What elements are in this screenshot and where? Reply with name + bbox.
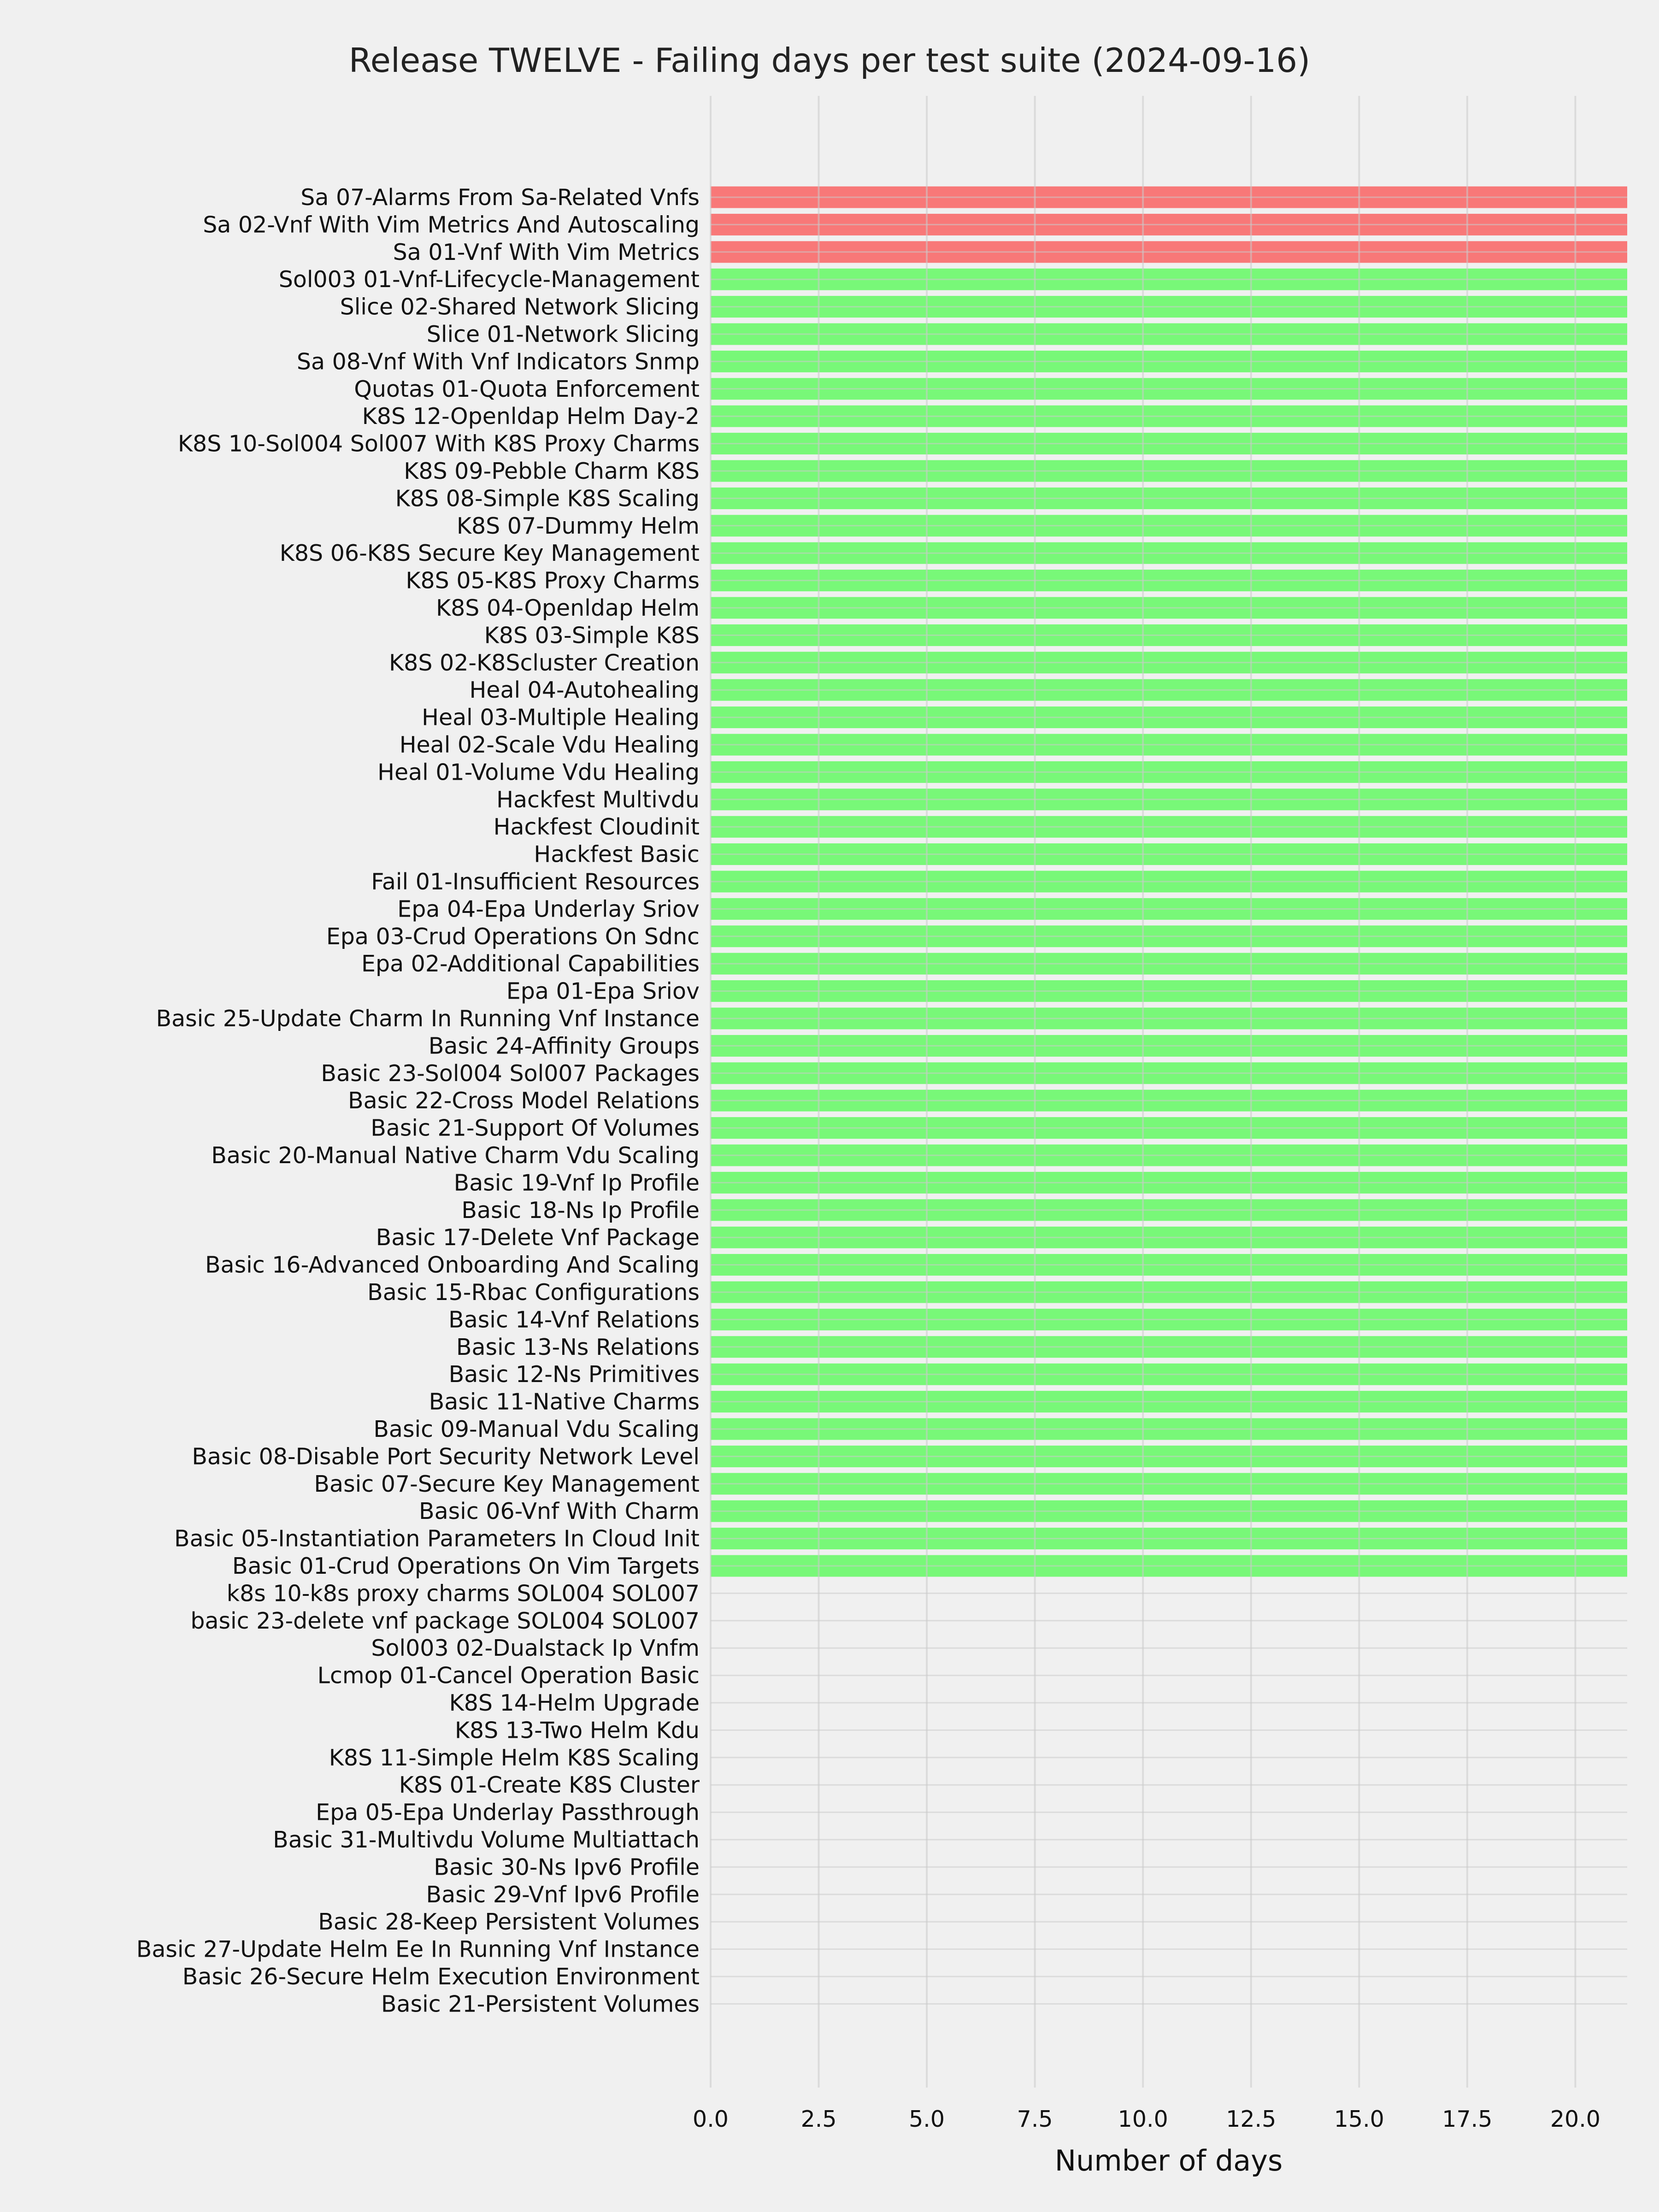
y-tick-label: Basic 23-Sol004 Sol007 Packages	[321, 1060, 700, 1087]
y-tick-label: Basic 29-Vnf Ipv6 Profile	[426, 1882, 700, 1908]
y-tick-label: Basic 19-Vnf Ip Profile	[454, 1170, 700, 1196]
x-tick-label: 0.0	[693, 2106, 729, 2132]
y-tick-label: basic 23-delete vnf package SOL004 SOL00…	[190, 1608, 700, 1634]
x-tick-label: 5.0	[909, 2106, 945, 2132]
y-tick-label: Basic 30-Ns Ipv6 Profile	[434, 1854, 700, 1880]
y-tick-label: K8S 14-Helm Upgrade	[449, 1690, 700, 1716]
y-tick-label: Fail 01-Insufficient Resources	[371, 869, 700, 895]
y-tick-label: K8S 04-Openldap Helm	[436, 595, 700, 621]
y-tick-label: K8S 05-K8S Proxy Charms	[406, 568, 700, 594]
y-tick-label: Sa 01-Vnf With Vim Metrics	[393, 239, 700, 265]
x-tick-label: 15.0	[1334, 2106, 1384, 2132]
y-tick-label: Basic 06-Vnf With Charm	[419, 1498, 700, 1524]
y-tick-label: k8s 10-k8s proxy charms SOL004 SOL007	[227, 1580, 700, 1606]
y-tick-label: K8S 03-Simple K8S	[484, 622, 700, 648]
y-tick-label: Lcmop 01-Cancel Operation Basic	[318, 1663, 700, 1689]
y-tick-label: Epa 02-Additional Capabilities	[361, 951, 700, 977]
y-tick-label: Basic 07-Secure Key Management	[314, 1471, 700, 1497]
y-tick-label: Basic 08-Disable Port Security Network L…	[192, 1443, 700, 1470]
y-tick-label: Heal 01-Volume Vdu Healing	[377, 759, 700, 785]
y-tick-label: Sa 07-Alarms From Sa-Related Vnfs	[300, 184, 700, 211]
y-tick-label: K8S 08-Simple K8S Scaling	[395, 485, 700, 512]
y-tick-label: K8S 07-Dummy Helm	[457, 513, 700, 539]
y-tick-label: Basic 22-Cross Model Relations	[348, 1088, 700, 1114]
y-tick-label: Basic 26-Secure Helm Execution Environme…	[182, 1964, 700, 1990]
y-tick-label: Quotas 01-Quota Enforcement	[354, 376, 700, 402]
y-tick-label: Basic 21-Persistent Volumes	[381, 1991, 700, 2017]
y-tick-label: K8S 02-K8Scluster Creation	[389, 650, 700, 676]
y-tick-label: Slice 01-Network Slicing	[427, 321, 700, 347]
y-tick-label: Heal 03-Multiple Healing	[422, 705, 700, 731]
y-tick-label: Sol003 02-Dualstack Ip Vnfm	[371, 1635, 700, 1661]
y-tick-label: Basic 05-Instantiation Parameters In Clo…	[174, 1526, 700, 1552]
y-tick-label: Basic 25-Update Charm In Running Vnf Ins…	[156, 1006, 700, 1032]
x-tick-label: 7.5	[1017, 2106, 1053, 2132]
y-tick-label: Heal 02-Scale Vdu Healing	[400, 732, 700, 758]
y-tick-label: Basic 14-Vnf Relations	[448, 1306, 700, 1333]
chart-title: Release TWELVE - Failing days per test s…	[349, 41, 1310, 80]
y-tick-label: Basic 13-Ns Relations	[456, 1334, 700, 1360]
y-tick-label: K8S 09-Pebble Charm K8S	[404, 458, 700, 484]
x-tick-label: 10.0	[1118, 2106, 1168, 2132]
y-tick-label: Hackfest Basic	[534, 841, 700, 868]
y-tick-label: Basic 09-Manual Vdu Scaling	[373, 1416, 700, 1442]
vertical-gridlines	[710, 96, 1577, 2088]
y-tick-label: Sol003 01-Vnf-Lifecycle-Management	[279, 266, 700, 293]
y-tick-label: Slice 02-Shared Network Slicing	[340, 294, 700, 320]
y-tick-label: K8S 11-Simple Helm K8S Scaling	[329, 1745, 700, 1771]
y-tick-label: Hackfest Cloudinit	[494, 814, 700, 840]
x-tick-labels: 0.0 2.5 5.0 7.5 10.0 12.5 15.0 17.5 20.0	[693, 2106, 1600, 2132]
y-tick-label: Basic 17-Delete Vnf Package	[376, 1224, 700, 1251]
x-tick-label: 20.0	[1550, 2106, 1600, 2132]
y-tick-label: Hackfest Multivdu	[496, 787, 700, 813]
y-tick-label: Basic 01-Crud Operations On Vim Targets	[232, 1553, 700, 1579]
y-tick-label: Epa 05-Epa Underlay Passthrough	[316, 1800, 700, 1826]
y-tick-label: Basic 24-Affinity Groups	[429, 1033, 700, 1059]
y-tick-label: K8S 13-Two Helm Kdu	[455, 1717, 700, 1743]
x-axis-label: Number of days	[1055, 2144, 1283, 2177]
y-tick-label: Basic 20-Manual Native Charm Vdu Scaling	[211, 1142, 700, 1169]
y-tick-label: Heal 04-Autohealing	[469, 677, 700, 703]
y-tick-label: Basic 31-Multivdu Volume Multiattach	[273, 1827, 700, 1853]
y-tick-label: Basic 16-Advanced Onboarding And Scaling	[205, 1252, 700, 1278]
y-tick-label: Basic 12-Ns Primitives	[449, 1361, 700, 1388]
y-tick-label: Sa 08-Vnf With Vnf Indicators Snmp	[297, 348, 700, 375]
y-tick-label: K8S 12-Openldap Helm Day-2	[362, 403, 700, 429]
y-tick-label: Basic 27-Update Helm Ee In Running Vnf I…	[136, 1936, 700, 1963]
x-tick-label: 17.5	[1442, 2106, 1492, 2132]
y-tick-label: Basic 11-Native Charms	[429, 1389, 700, 1415]
y-tick-label: Sa 02-Vnf With Vim Metrics And Autoscali…	[203, 212, 700, 238]
horizontal-gridlines	[711, 196, 1627, 2005]
x-tick-label: 12.5	[1226, 2106, 1276, 2132]
y-tick-label: K8S 01-Create K8S Cluster	[399, 1772, 700, 1798]
y-tick-label: Basic 21-Support Of Volumes	[371, 1115, 700, 1141]
y-tick-label: K8S 06-K8S Secure Key Management	[280, 540, 700, 566]
y-tick-label: K8S 10-Sol004 Sol007 With K8S Proxy Char…	[178, 431, 700, 457]
y-tick-label: Epa 01-Epa Sriov	[506, 978, 700, 1005]
y-tick-label: Basic 18-Ns Ip Profile	[461, 1197, 700, 1224]
y-tick-label: Basic 15-Rbac Configurations	[367, 1279, 700, 1306]
y-tick-label: Epa 04-Epa Underlay Sriov	[397, 896, 700, 922]
x-tick-label: 2.5	[801, 2106, 837, 2132]
y-tick-label: Epa 03-Crud Operations On Sdnc	[326, 924, 700, 950]
y-tick-label: Basic 28-Keep Persistent Volumes	[318, 1909, 700, 1935]
